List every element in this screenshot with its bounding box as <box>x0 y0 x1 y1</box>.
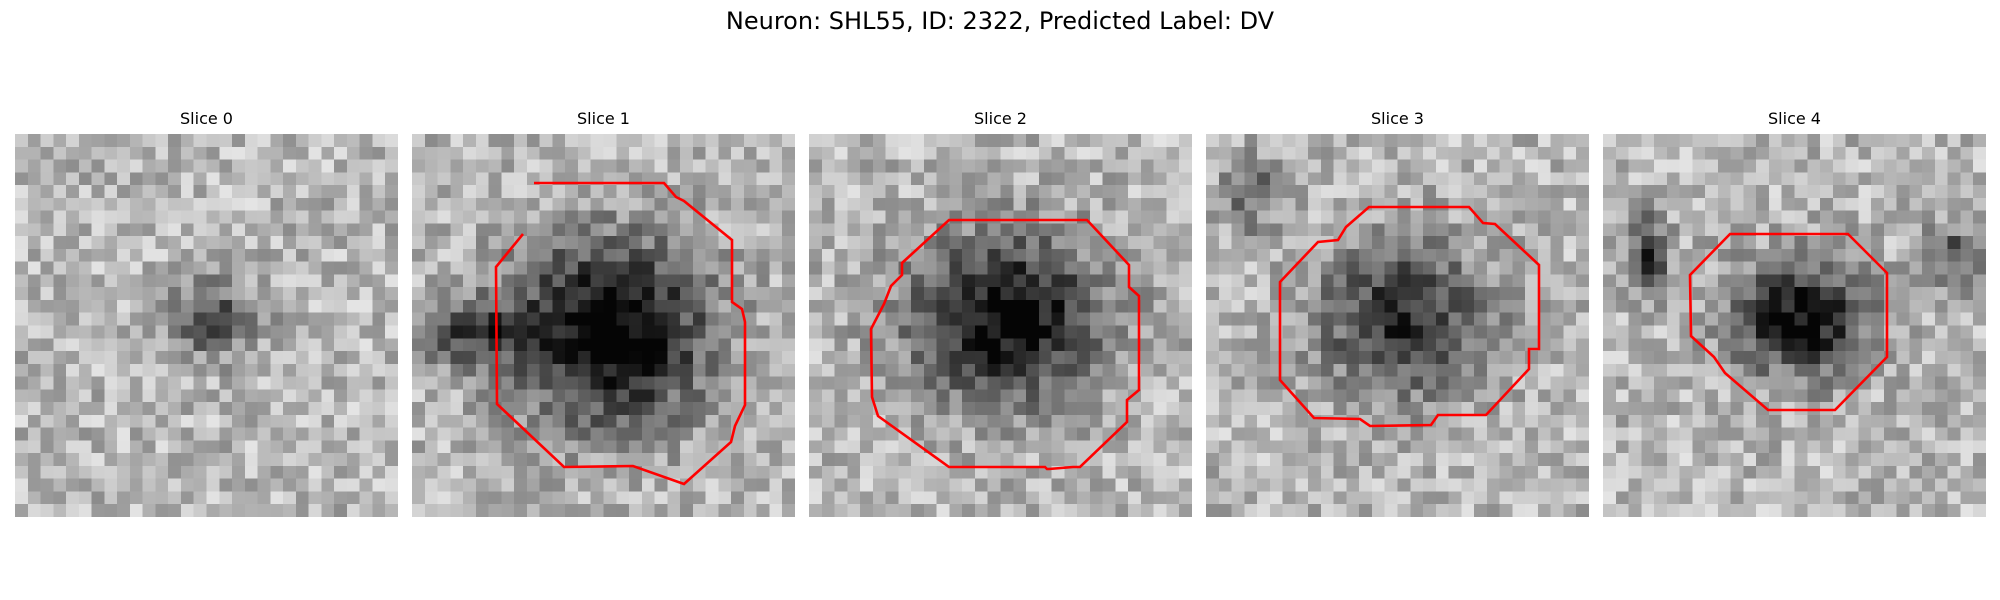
contour-overlay <box>1278 205 1541 428</box>
contour-overlay <box>494 181 747 486</box>
figure-title: Neuron: SHL55, ID: 2322, Predicted Label… <box>725 7 1275 35</box>
slice-title: Slice 0 <box>180 109 233 128</box>
slice-title: Slice 4 <box>1768 109 1821 128</box>
slice-image <box>1603 134 1986 517</box>
grayscale-image <box>15 134 398 517</box>
slice-image <box>412 134 795 517</box>
slice-panel-1: Slice 1 <box>412 109 795 517</box>
slice-panel-4: Slice 4 <box>1603 109 1986 517</box>
contour-overlay <box>15 134 398 517</box>
neuron-contour <box>494 181 747 486</box>
slice-image <box>15 134 398 517</box>
slice-title: Slice 1 <box>577 109 630 128</box>
grayscale-image <box>1603 134 1986 517</box>
slice-panel-3: Slice 3 <box>1206 109 1589 517</box>
slice-title: Slice 3 <box>1371 109 1424 128</box>
slice-title: Slice 2 <box>974 109 1027 128</box>
neuron-contour <box>869 218 1141 471</box>
slice-image <box>809 134 1192 517</box>
contour-overlay <box>869 218 1141 471</box>
neuron-contour <box>1688 232 1889 412</box>
grayscale-image <box>1206 134 1589 517</box>
slice-panel-2: Slice 2 <box>809 109 1192 517</box>
grayscale-image <box>412 134 795 517</box>
contour-overlay <box>1688 232 1889 412</box>
neuron-contour <box>1278 205 1541 428</box>
slice-image <box>1206 134 1589 517</box>
slice-panel-0: Slice 0 <box>15 109 398 517</box>
